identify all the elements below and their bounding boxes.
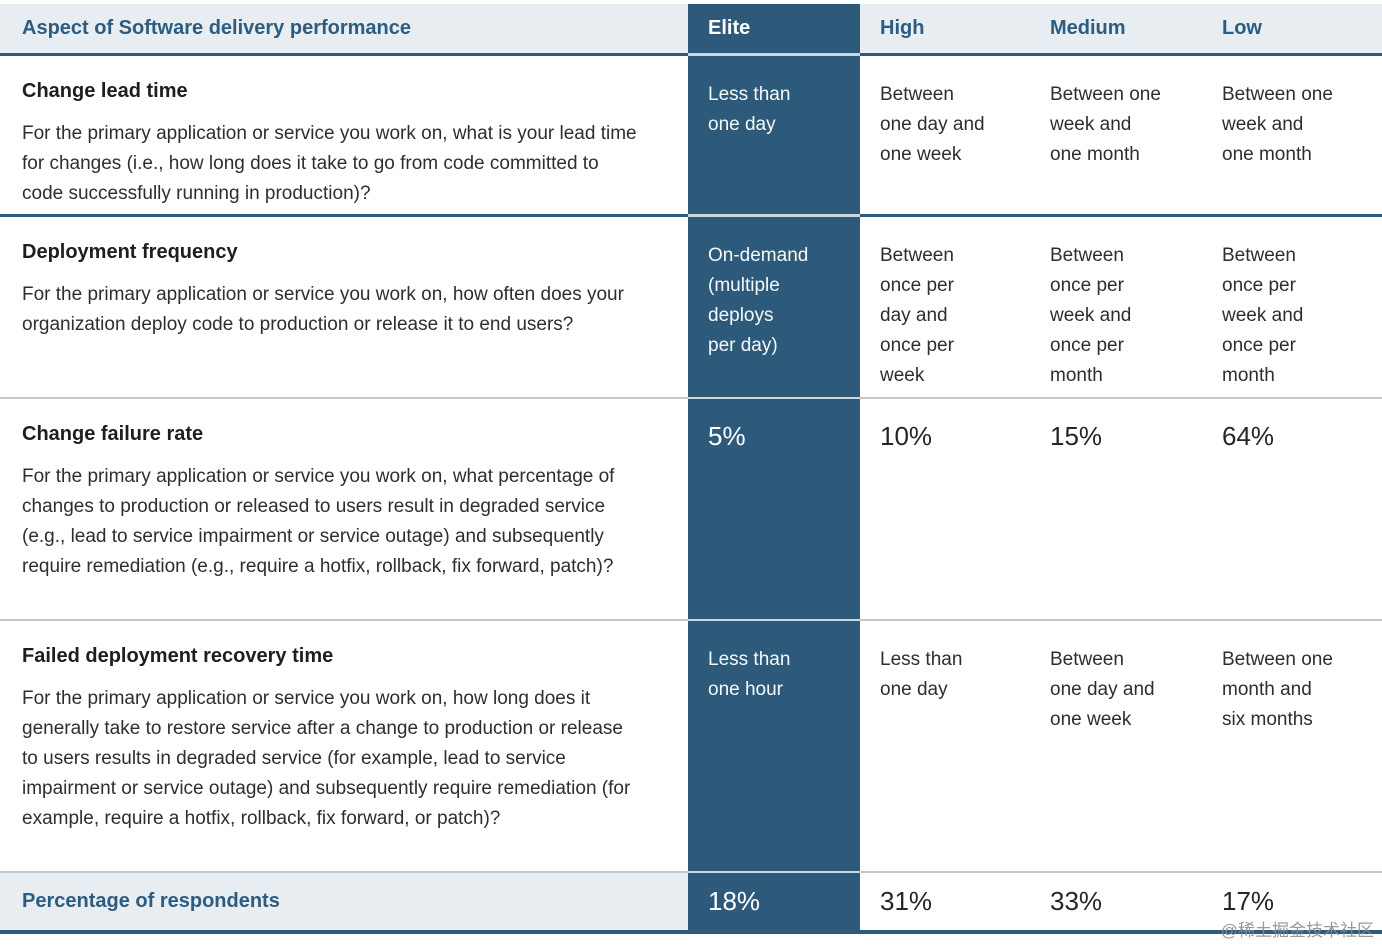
cell-medium: 15% (1030, 397, 1202, 619)
cell-medium: Between one week and one month (1030, 53, 1202, 214)
cell-low: Between one week and one month (1202, 53, 1382, 214)
cell-medium: Between one day and one week (1030, 619, 1202, 871)
column-header-aspect: Aspect of Software delivery performance (0, 4, 688, 53)
column-header-high-label: High (880, 17, 925, 39)
footer-medium-cell: 33% (1030, 871, 1202, 930)
footer-elite-value: 18% (708, 886, 761, 916)
table-row-change-lead-time: Change lead time For the primary applica… (0, 53, 1382, 214)
cell-medium: Between once per week and once per month (1030, 214, 1202, 397)
aspect-cell: Change failure rate For the primary appl… (0, 397, 688, 619)
footer-elite-cell: 18% (688, 871, 860, 930)
row-description: For the primary application or service y… (22, 123, 637, 204)
cell-low: 64% (1202, 397, 1382, 619)
column-header-low: Low (1202, 4, 1382, 53)
footer-low-cell: 17% (1202, 871, 1382, 930)
footer-high-value: 31% (880, 886, 933, 916)
footer-low-value: 17% (1222, 886, 1275, 916)
table-row-deployment-frequency: Deployment frequency For the primary app… (0, 214, 1382, 397)
footer-label-cell: Percentage of respondents (0, 871, 688, 930)
cell-high: Less than one day (860, 619, 1030, 871)
software-delivery-performance-table: Aspect of Software delivery performance … (0, 4, 1382, 934)
row-title: Deployment frequency (22, 241, 238, 263)
footer-medium-value: 33% (1050, 886, 1103, 916)
row-description: For the primary application or service y… (22, 688, 631, 829)
column-header-elite-label: Elite (708, 17, 751, 39)
watermark: @稀土掘金技术社区 (1220, 921, 1374, 940)
aspect-cell: Change lead time For the primary applica… (0, 53, 688, 214)
column-header-medium: Medium (1030, 4, 1202, 53)
cell-elite: Less than one day (688, 53, 860, 214)
row-description: For the primary application or service y… (22, 284, 624, 335)
footer-label: Percentage of respondents (22, 890, 280, 912)
cell-high: Between one day and one week (860, 53, 1030, 214)
cell-high: Between once per day and once per week (860, 214, 1030, 397)
column-header-low-label: Low (1222, 17, 1262, 39)
column-header-elite: Elite (688, 4, 860, 53)
row-description: For the primary application or service y… (22, 466, 615, 577)
cell-high: 10% (860, 397, 1030, 619)
column-header-medium-label: Medium (1050, 17, 1126, 39)
table-footer-row: Percentage of respondents 18% 31% 33% 17… (0, 871, 1382, 930)
cell-elite: On-demand (multiple deploys per day) (688, 214, 860, 397)
cell-low: Between one month and six months (1202, 619, 1382, 871)
row-title: Change failure rate (22, 423, 204, 445)
row-title: Change lead time (22, 80, 188, 102)
column-header-aspect-label: Aspect of Software delivery performance (22, 17, 412, 39)
cell-elite: 5% (688, 397, 860, 619)
footer-high-cell: 31% (860, 871, 1030, 930)
aspect-cell: Deployment frequency For the primary app… (0, 214, 688, 397)
cell-elite: Less than one hour (688, 619, 860, 871)
column-header-high: High (860, 4, 1030, 53)
aspect-cell: Failed deployment recovery time For the … (0, 619, 688, 871)
cell-low: Between once per week and once per month (1202, 214, 1382, 397)
table-row-change-failure-rate: Change failure rate For the primary appl… (0, 397, 1382, 619)
table-row-failed-deployment-recovery-time: Failed deployment recovery time For the … (0, 619, 1382, 871)
row-title: Failed deployment recovery time (22, 645, 334, 667)
table-header-row: Aspect of Software delivery performance … (0, 4, 1382, 53)
